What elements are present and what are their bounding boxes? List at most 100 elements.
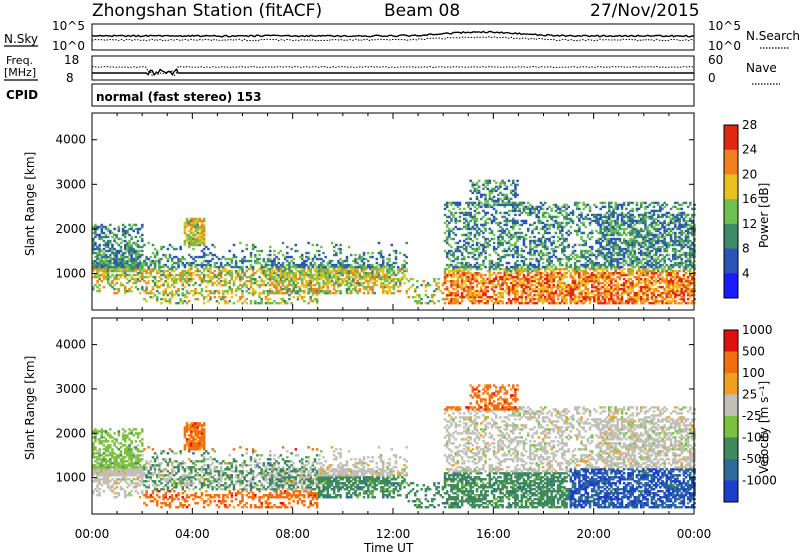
power-echo-cell (416, 301, 419, 305)
power-echo-cell (620, 223, 624, 227)
power-echo-cell (620, 287, 624, 291)
power-echo-cell (492, 245, 496, 249)
power-echo-cell (629, 273, 632, 277)
power-echo-cell (554, 219, 558, 223)
power-echo-cell (552, 203, 556, 207)
power-echo-cell (644, 273, 647, 277)
power-echo-cell (633, 301, 637, 305)
power-echo-cell (324, 255, 327, 259)
power-echo-cell (509, 183, 513, 187)
power-echo-cell (117, 229, 121, 233)
power-echo-cell (207, 275, 210, 279)
power-echo-cell (190, 289, 193, 293)
power-echo-cell (501, 199, 504, 203)
power-echo-cell (448, 233, 451, 237)
power-echo-cell (298, 275, 302, 279)
power-echo-cell (339, 251, 342, 255)
power-echo-cell (170, 259, 174, 263)
power-echo-cell (213, 263, 217, 267)
power-echo-cell (612, 243, 615, 247)
power-echo-cell (458, 265, 462, 269)
power-echo-cell (546, 293, 549, 297)
power-echo-cell (544, 281, 547, 285)
power-echo-cell (561, 289, 564, 293)
power-echo-cell (309, 283, 313, 287)
power-echo-cell (575, 229, 579, 233)
power-echo-cell (644, 219, 647, 223)
power-echo-cell (612, 233, 615, 237)
power-echo-cell (286, 275, 289, 279)
power-echo-cell (179, 271, 182, 275)
power-echo-cell (166, 269, 170, 273)
power-echo-cell (185, 275, 189, 279)
power-echo-cell (569, 253, 573, 257)
power-echo-cell (123, 229, 127, 233)
power-echo-cell (509, 285, 513, 289)
power-echo-cell (501, 299, 504, 303)
power-echo-cell (375, 261, 379, 265)
power-echo-cell (458, 201, 462, 205)
noise-right-tick-bottom: 10^0 (708, 39, 741, 53)
power-echo-cell (541, 213, 545, 217)
power-echo-cell (132, 241, 136, 245)
power-echo-cell (132, 263, 136, 267)
power-echo-cell (296, 295, 300, 299)
power-echo-cell (117, 277, 121, 281)
power-echo-cell (597, 301, 600, 305)
power-echo-cell (544, 229, 547, 233)
power-echo-cell (92, 247, 95, 251)
power-echo-cell (286, 263, 289, 267)
power-echo-cell (185, 233, 189, 237)
power-echo-cell (652, 239, 656, 243)
power-echo-cell (590, 231, 594, 235)
power-echo-cell (441, 291, 445, 295)
power-echo-cell (153, 281, 157, 285)
power-echo-cell (514, 261, 517, 265)
power-echo-cell (501, 215, 504, 219)
power-echo-cell (486, 277, 489, 281)
power-echo-cell (642, 245, 645, 249)
power-echo-cell (505, 193, 509, 197)
power-echo-cell (484, 219, 487, 223)
power-echo-cell (529, 271, 532, 275)
power-echo-cell (458, 301, 462, 305)
power-echo-cell (505, 221, 509, 225)
power-echo-cell (569, 265, 573, 269)
power-echo-cell (117, 227, 121, 231)
power-echo-cell (443, 203, 447, 207)
power-echo-cell (524, 295, 528, 299)
power-echo-cell (518, 263, 521, 267)
power-echo-cell (347, 281, 351, 285)
power-echo-cell (637, 259, 641, 263)
power-echo-cell (452, 207, 455, 211)
power-echo-cell (482, 187, 485, 191)
power-echo-cell (115, 241, 118, 245)
power-echo-cell (633, 231, 637, 235)
power-echo-cell (160, 265, 163, 269)
power-echo-cell (352, 265, 355, 269)
power-echo-cell (326, 281, 330, 285)
power-echo-cell (524, 275, 528, 279)
power-echo-cell (170, 245, 174, 249)
power-echo-cell (558, 293, 562, 297)
power-echo-cell (597, 283, 600, 287)
power-echo-cell (224, 273, 227, 277)
power-echo-cell (183, 243, 187, 247)
power-echo-cell (277, 301, 281, 305)
power-echo-cell (181, 255, 185, 259)
power-echo-cell (486, 181, 489, 185)
power-echo-cell (486, 211, 489, 215)
power-echo-cell (595, 299, 598, 303)
power-echo-cell (605, 237, 609, 241)
power-echo-cell (550, 265, 553, 269)
power-echo-cell (134, 273, 138, 277)
power-echo-cell (126, 255, 129, 259)
power-echo-cell (132, 229, 136, 233)
power-echo-cell (599, 227, 602, 231)
power-echo-cell (411, 283, 415, 287)
power-echo-cell (499, 287, 502, 291)
power-echo-cell (109, 255, 112, 259)
power-echo-cell (529, 283, 532, 287)
power-echo-cell (650, 293, 654, 297)
power-echo-cell (153, 259, 157, 263)
